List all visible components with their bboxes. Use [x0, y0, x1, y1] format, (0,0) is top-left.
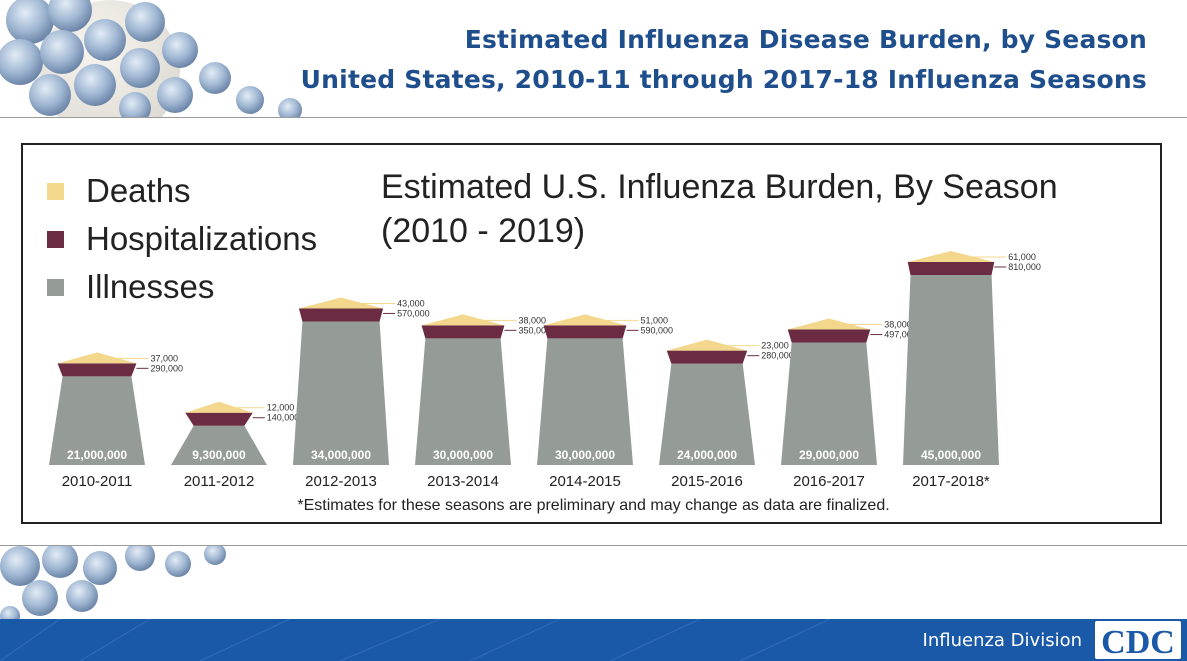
- illness-mountain-2017-2018: [903, 275, 999, 465]
- illness-value-2011-2012: 9,300,000: [192, 448, 246, 462]
- hosp-value-2016-2017: 497,000: [884, 330, 917, 340]
- hosp-value-2013-2014: 350,000: [518, 325, 551, 335]
- death-value-2017-2018: 61,000: [1008, 252, 1036, 262]
- illness-value-2010-2011: 21,000,000: [67, 448, 127, 462]
- cdc-logo-text: CDC: [1101, 624, 1175, 659]
- hosp-band-2016-2017: [787, 329, 871, 343]
- death-peak-2014-2015: [543, 314, 627, 326]
- hosp-band-2017-2018: [907, 262, 995, 275]
- virus-illustration-top: [0, 0, 320, 118]
- season-label-2016-2017: 2016-2017: [793, 473, 865, 490]
- hosp-value-2012-2013: 570,000: [397, 308, 430, 318]
- season-label-2010-2011: 2010-2011: [62, 473, 133, 490]
- death-peak-2011-2012: [185, 401, 253, 413]
- hosp-band-2012-2013: [298, 308, 384, 322]
- slide-title-line1: Estimated Influenza Disease Burden, by S…: [464, 25, 1147, 54]
- legend-item-hospitalizations: Hospitalizations: [47, 215, 317, 263]
- chart-title-line1: Estimated U.S. Influenza Burden, By Seas…: [381, 168, 1058, 206]
- illness-value-2015-2016: 24,000,000: [677, 448, 737, 462]
- illness-mountain-2012-2013: [293, 321, 389, 465]
- season-label-2011-2012: 2011-2012: [184, 473, 255, 490]
- season-label-2015-2016: 2015-2016: [671, 473, 743, 490]
- footer-division-label: Influenza Division: [922, 630, 1082, 651]
- footer-bar: Influenza Division CDC: [0, 619, 1187, 661]
- slide-title-line2: United States, 2010-11 through 2017-18 I…: [300, 65, 1147, 94]
- death-value-2011-2012: 12,000: [267, 403, 295, 413]
- illness-value-2012-2013: 34,000,000: [311, 448, 371, 462]
- chart-title-line2: (2010 - 2019): [381, 212, 586, 250]
- death-value-2014-2015: 51,000: [640, 315, 668, 325]
- illness-mountain-2014-2015: [537, 338, 633, 465]
- hosp-band-2015-2016: [666, 350, 748, 364]
- illness-value-2014-2015: 30,000,000: [555, 448, 615, 462]
- illness-value-2013-2014: 30,000,000: [433, 448, 493, 462]
- hosp-value-2010-2011: 290,000: [150, 363, 183, 373]
- legend-swatch-illnesses: [47, 278, 64, 296]
- slide-title: Estimated Influenza Disease Burden, by S…: [301, 20, 1147, 100]
- death-value-2015-2016: 23,000: [761, 341, 789, 351]
- death-peak-2010-2011: [57, 352, 137, 364]
- footer-stripes: [0, 619, 831, 661]
- bottom-divider: [0, 545, 1187, 546]
- death-value-2013-2014: 38,000: [518, 315, 546, 325]
- death-value-2010-2011: 37,000: [150, 353, 178, 363]
- illness-mountain-2015-2016: [659, 363, 755, 465]
- death-peak-2015-2016: [666, 339, 748, 351]
- hosp-band-2013-2014: [421, 325, 505, 339]
- illness-value-2016-2017: 29,000,000: [799, 448, 859, 462]
- illness-mountain-2010-2011: [49, 376, 145, 465]
- death-value-2016-2017: 38,000: [884, 320, 912, 330]
- hosp-band-2011-2012: [185, 412, 253, 426]
- hosp-value-2015-2016: 280,000: [761, 351, 794, 361]
- hosp-band-2010-2011: [57, 363, 137, 377]
- season-label-2014-2015: 2014-2015: [549, 473, 621, 490]
- chart-legend: Deaths Hospitalizations Illnesses: [47, 167, 317, 311]
- hosp-band-2014-2015: [543, 325, 627, 339]
- illness-mountain-2016-2017: [781, 342, 877, 465]
- death-peak-2013-2014: [421, 314, 505, 326]
- legend-swatch-deaths: [47, 182, 64, 200]
- legend-swatch-hospitalizations: [47, 230, 64, 248]
- hosp-value-2014-2015: 590,000: [640, 325, 673, 335]
- season-label-2017-2018: 2017-2018*: [912, 473, 990, 490]
- season-label-2013-2014: 2013-2014: [427, 473, 499, 490]
- virus-illustration-bottom: [0, 546, 226, 622]
- chart-footnote: *Estimates for these seasons are prelimi…: [297, 497, 890, 514]
- chart-panel: 37,000 290,000 21,000,000 2010-2011 12,000 14…: [21, 143, 1162, 524]
- chart-title: Estimated U.S. Influenza Burden, By Seas…: [381, 165, 1058, 253]
- death-peak-2017-2018: [907, 251, 995, 262]
- legend-item-deaths: Deaths: [47, 167, 317, 215]
- hosp-value-2011-2012: 140,000: [267, 413, 300, 423]
- season-label-2012-2013: 2012-2013: [305, 473, 377, 490]
- hosp-value-2017-2018: 810,000: [1008, 262, 1041, 272]
- death-value-2012-2013: 43,000: [397, 298, 425, 308]
- cdc-logo: CDC: [1095, 621, 1181, 661]
- legend-label-deaths: Deaths: [86, 172, 191, 209]
- legend-label-hospitalizations: Hospitalizations: [86, 220, 318, 257]
- top-divider: [0, 117, 1187, 118]
- legend-label-illnesses: Illnesses: [86, 268, 215, 305]
- illness-mountain-2011-2012: [171, 425, 267, 465]
- illness-mountain-2013-2014: [415, 338, 511, 465]
- death-peak-2016-2017: [787, 318, 871, 330]
- death-peak-2012-2013: [298, 297, 384, 309]
- illness-value-2017-2018: 45,000,000: [921, 448, 981, 462]
- legend-item-illnesses: Illnesses: [47, 263, 317, 311]
